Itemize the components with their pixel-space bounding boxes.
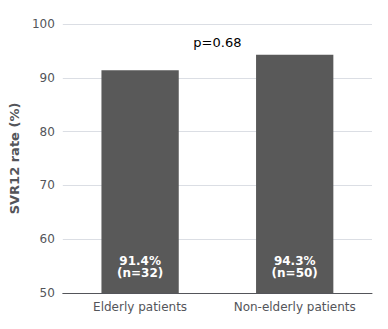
svg-text:80: 80 (40, 125, 55, 139)
svg-text:SVR12 rate (%): SVR12 rate (%) (7, 103, 22, 215)
svg-text:60: 60 (40, 232, 55, 246)
svg-text:94.3%: 94.3% (273, 254, 316, 268)
svg-text:50: 50 (40, 286, 55, 300)
svg-text:(n=50): (n=50) (272, 266, 318, 280)
svg-text:90: 90 (40, 71, 55, 85)
svg-text:70: 70 (40, 178, 55, 192)
svg-text:Elderly patients: Elderly patients (93, 300, 187, 314)
svg-text:p=0.68: p=0.68 (193, 35, 241, 50)
svg-text:Non-elderly patients: Non-elderly patients (234, 300, 356, 314)
svg-text:(n=32): (n=32) (117, 266, 163, 280)
svg-text:91.4%: 91.4% (119, 254, 161, 268)
svg-text:100: 100 (32, 17, 55, 31)
